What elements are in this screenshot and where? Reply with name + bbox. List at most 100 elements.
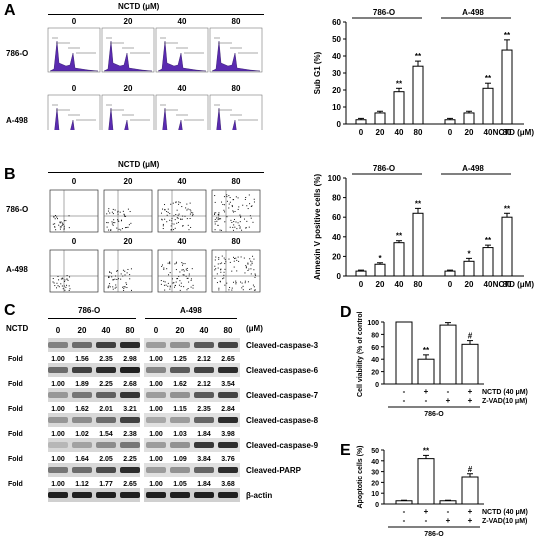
scatter-dot [169,286,171,288]
scatter-dot [247,281,249,283]
scatter-dot [175,202,177,204]
histogram-peak [157,40,207,72]
blot-band-786 [120,367,140,373]
scatter-dot [245,265,247,267]
scatter-dot [115,286,117,288]
scatter-dot [192,284,194,286]
blot-band-786 [120,467,140,473]
significance-mark: * [378,254,382,263]
blot-band-a498 [170,367,190,373]
scatter-dot [68,289,70,291]
scatter-dot [184,215,186,217]
condition-sign: - [425,396,428,405]
scatter-dot [167,285,169,287]
scatter-dot [185,268,187,270]
scatter-dot [69,276,71,278]
scatter-dot [178,201,180,203]
blot-membrane-a498 [144,438,240,452]
bar [393,242,405,277]
scatter-dot [236,259,238,261]
scatter-dot [221,262,223,264]
scatter-dot [113,219,115,221]
scatter-dot [64,289,66,291]
scatter-dot [245,196,247,198]
actin-band-a498 [170,492,190,498]
scatter-dot [122,269,124,271]
scatter-dot [164,204,166,206]
blot-band-786 [72,417,92,423]
scatter-dot [232,210,234,212]
scatter-dot [241,282,243,284]
scatter-dot [220,229,222,231]
blot-membrane-786 [48,388,140,402]
scatter-dot [162,225,164,227]
scatter-dot [234,210,236,212]
scatter-dot [111,223,113,225]
scatter-dot [111,211,113,213]
scatter-dot [221,201,223,203]
x-tick-label: 80 [503,128,512,137]
condition-sign: + [446,516,451,525]
y-tick-label: 40 [332,52,341,61]
scatter-dot [250,264,252,266]
scatter-dot [171,229,173,231]
condition-label: NCTD (40 μM) [482,389,528,396]
scatter-dot [247,263,249,265]
scatter-dot [160,212,162,214]
scatter-dot [68,227,70,229]
scatter-dot [218,257,220,259]
scatter-dot [106,213,108,215]
scatter-dot [182,263,184,265]
scatter-dot [64,279,66,281]
actin-band-a498 [146,492,166,498]
panel-b-dose-label: 80 [232,237,241,246]
scatter-dot [54,218,56,220]
panel-c-label: C [4,302,16,319]
scatter-dot [177,217,179,219]
scatter-dot [65,220,67,222]
scatter-dot [187,224,189,226]
scatter-dot [107,286,109,288]
panel-b-treatment-line [48,172,264,173]
scatter-dot [238,206,240,208]
scatter-dot [176,217,178,219]
scatter-dot [180,282,182,284]
scatter-dot [217,224,219,226]
scatter-dot [167,282,169,284]
blot-band-786 [96,342,116,348]
scatter-dot [252,221,254,223]
scatter-dot [237,256,239,258]
scatter-dot [58,224,60,226]
scatter-dot [116,227,118,229]
scatter-dot [117,213,119,215]
scatter-dot [216,282,218,284]
scatter-dot [55,229,57,231]
scatter-dot [253,258,255,260]
scatter-dot [175,281,177,283]
scatter-dot [61,285,63,287]
scatter-dot [233,224,235,226]
bar [501,49,513,125]
scatter-dot [252,284,254,286]
scatter-dot [226,200,228,202]
scatter-dot [218,287,220,289]
scatter-dot [254,273,256,275]
scatter-dot [217,219,219,221]
scatter-dot [223,196,225,198]
y-tick-label: 30 [332,69,341,78]
scatter-dot [65,286,67,288]
scatter-dot [247,269,249,271]
scatter-dot [58,286,60,288]
fold-value-786: 3.21 [123,406,137,413]
scatter-dot [66,278,68,280]
fold-value-786: 2.05 [99,456,113,463]
scatter-dot [178,284,180,286]
x-tick-label: 40 [484,280,493,289]
scatter-dot [123,289,125,291]
fold-value-a498: 2.65 [221,356,235,363]
y-axis-title: Apoptotic cells (%) [357,445,364,508]
group-label: A-498 [462,164,484,173]
y-tick-label: 0 [375,502,379,509]
panel-b-dose-label: 0 [72,237,77,246]
scatter-dot [229,286,231,288]
